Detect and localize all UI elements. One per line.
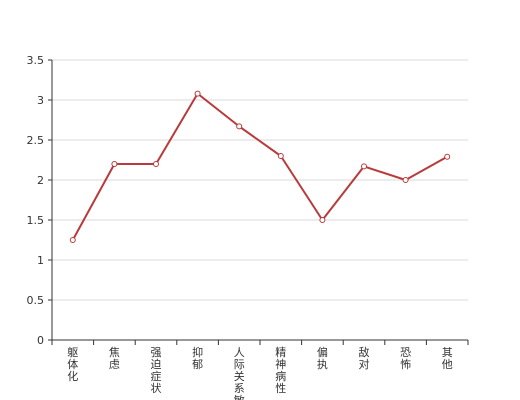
line-layer (71, 92, 449, 241)
label-layer: 0 0.5 1 1.5 2 2.5 3 3.5 躯体化 焦虑 强迫症状 抑郁 人际关系敏感 精神病性 偏执 敌… (27, 54, 453, 400)
y-tick-label: 0 (37, 334, 44, 347)
x-category-label: 其他 (442, 346, 453, 371)
x-category-label: 强迫症状 (151, 346, 162, 395)
data-point (194, 90, 201, 97)
point-layer (69, 90, 451, 243)
data-point (111, 161, 118, 167)
y-tick-label: 0.5 (27, 294, 45, 307)
x-category-label: 人际关系敏感 (234, 346, 245, 400)
series-line (71, 92, 449, 241)
data-point (444, 153, 451, 160)
data-point (69, 237, 76, 243)
y-tick-label: 1 (37, 254, 44, 267)
x-category-label: 敌对 (359, 345, 370, 371)
x-category-label: 抑郁 (192, 345, 203, 371)
x-category-label: 偏执 (317, 345, 328, 371)
x-category-label: 焦虑 (109, 346, 120, 371)
x-category-label: 精神病性 (275, 346, 286, 395)
y-tick-label: 1.5 (27, 214, 45, 227)
data-point (153, 161, 159, 167)
y-tick-label: 3 (37, 94, 44, 107)
y-tick-label: 3.5 (27, 54, 45, 67)
data-point (319, 217, 326, 223)
data-point (402, 177, 409, 183)
data-point (236, 123, 243, 130)
x-category-label: 躯体化 (67, 346, 78, 383)
y-tick-label: 2 (37, 174, 44, 187)
data-point (277, 153, 284, 159)
data-point (361, 163, 367, 170)
axis-layer (48, 59, 469, 345)
y-tick-label: 2.5 (27, 134, 45, 147)
x-category-label: 恐怖 (400, 346, 411, 371)
